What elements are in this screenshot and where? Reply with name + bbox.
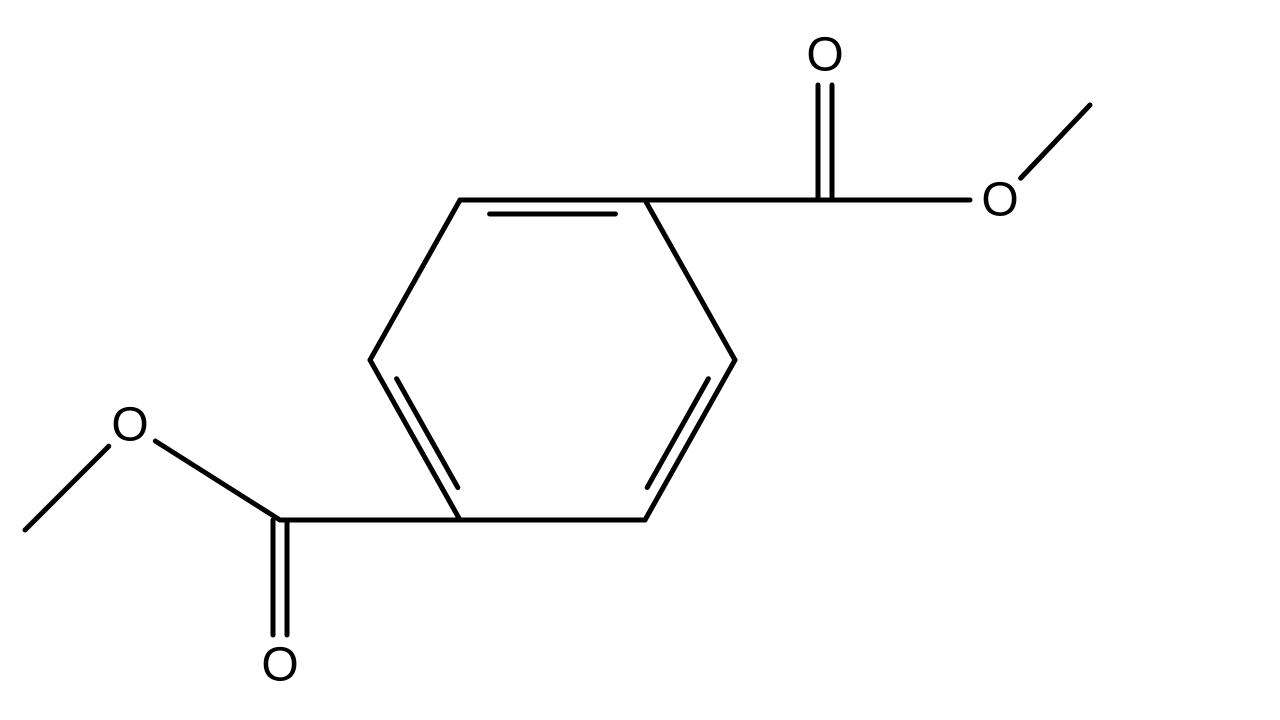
atom-label-oA2: O bbox=[981, 174, 1018, 227]
bonds-group bbox=[25, 85, 1090, 635]
atom-label-oA1: O bbox=[806, 29, 843, 82]
atom-label-oB1: O bbox=[261, 639, 298, 692]
atom-label-oB2: O bbox=[111, 399, 148, 452]
molecule-canvas: O O O O bbox=[0, 0, 1280, 720]
atom-labels-group: O O O O bbox=[111, 29, 1018, 692]
